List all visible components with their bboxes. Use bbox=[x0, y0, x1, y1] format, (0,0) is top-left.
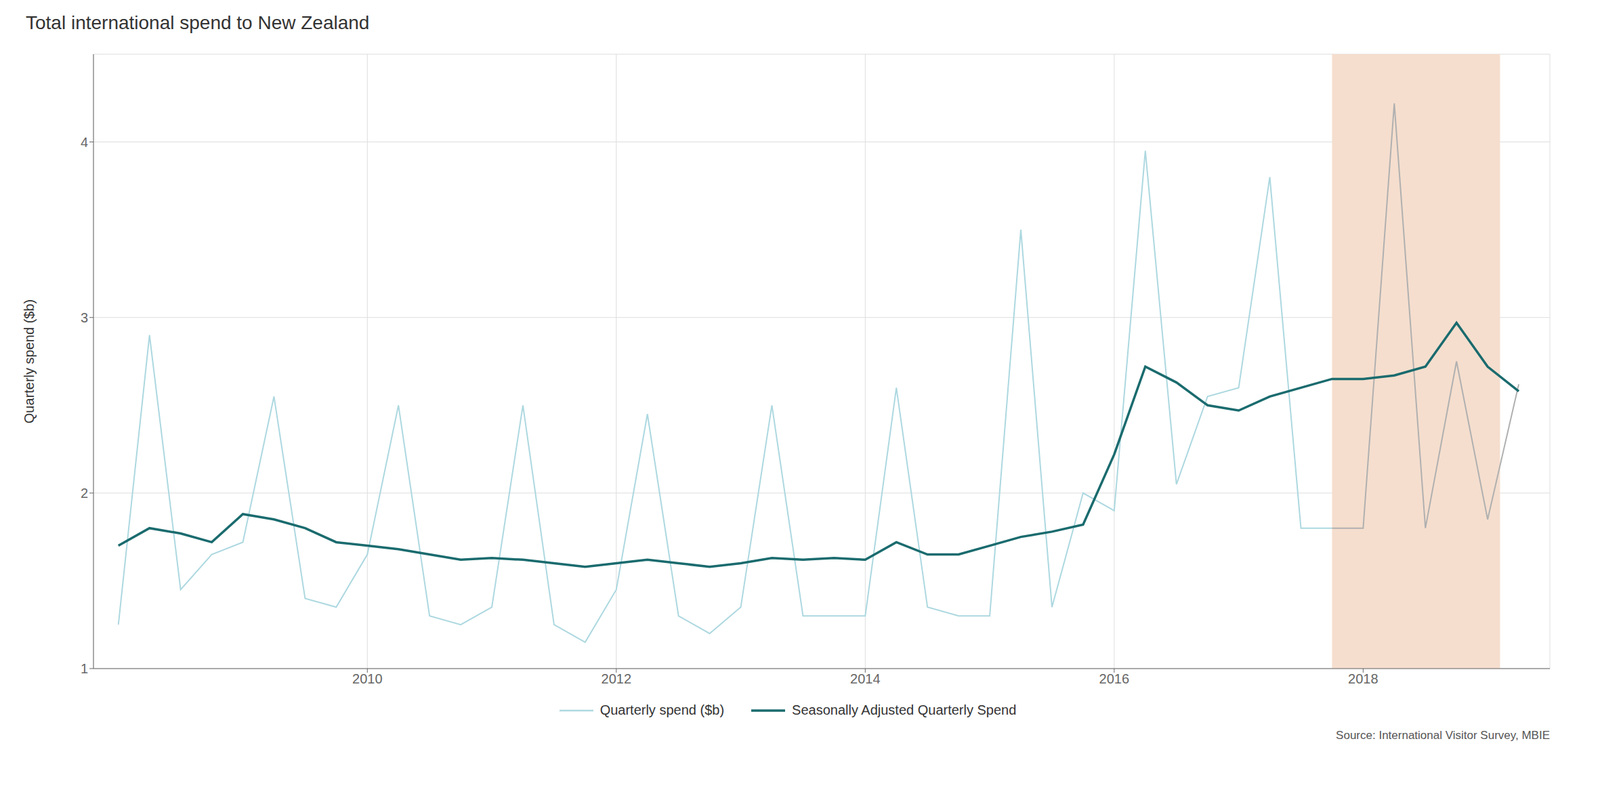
svg-text:2016: 2016 bbox=[1099, 671, 1130, 687]
html-text:Total international spend to N: Total international spend to New Zealand bbox=[25, 12, 370, 34]
svg-text:2014: 2014 bbox=[850, 671, 881, 687]
svg-text:3: 3 bbox=[80, 310, 89, 326]
svg-text:2018: 2018 bbox=[1348, 671, 1379, 687]
svg-text:Quarterly spend ($b): Quarterly spend ($b) bbox=[21, 299, 37, 424]
svg-text:2010: 2010 bbox=[352, 671, 383, 687]
svg-text:4: 4 bbox=[80, 134, 89, 150]
html-text:Quarterly spend ($b): Quarterly spend ($b) bbox=[599, 702, 725, 718]
html-text:Source: International Visitor: Source: International Visitor Survey, MB… bbox=[1335, 728, 1550, 742]
svg-text:2: 2 bbox=[80, 485, 89, 501]
svg-text:2012: 2012 bbox=[601, 671, 633, 687]
html-text:Seasonally Adjusted Quarterly: Seasonally Adjusted Quarterly Spend bbox=[791, 702, 1017, 718]
svg-text:1: 1 bbox=[80, 661, 89, 677]
